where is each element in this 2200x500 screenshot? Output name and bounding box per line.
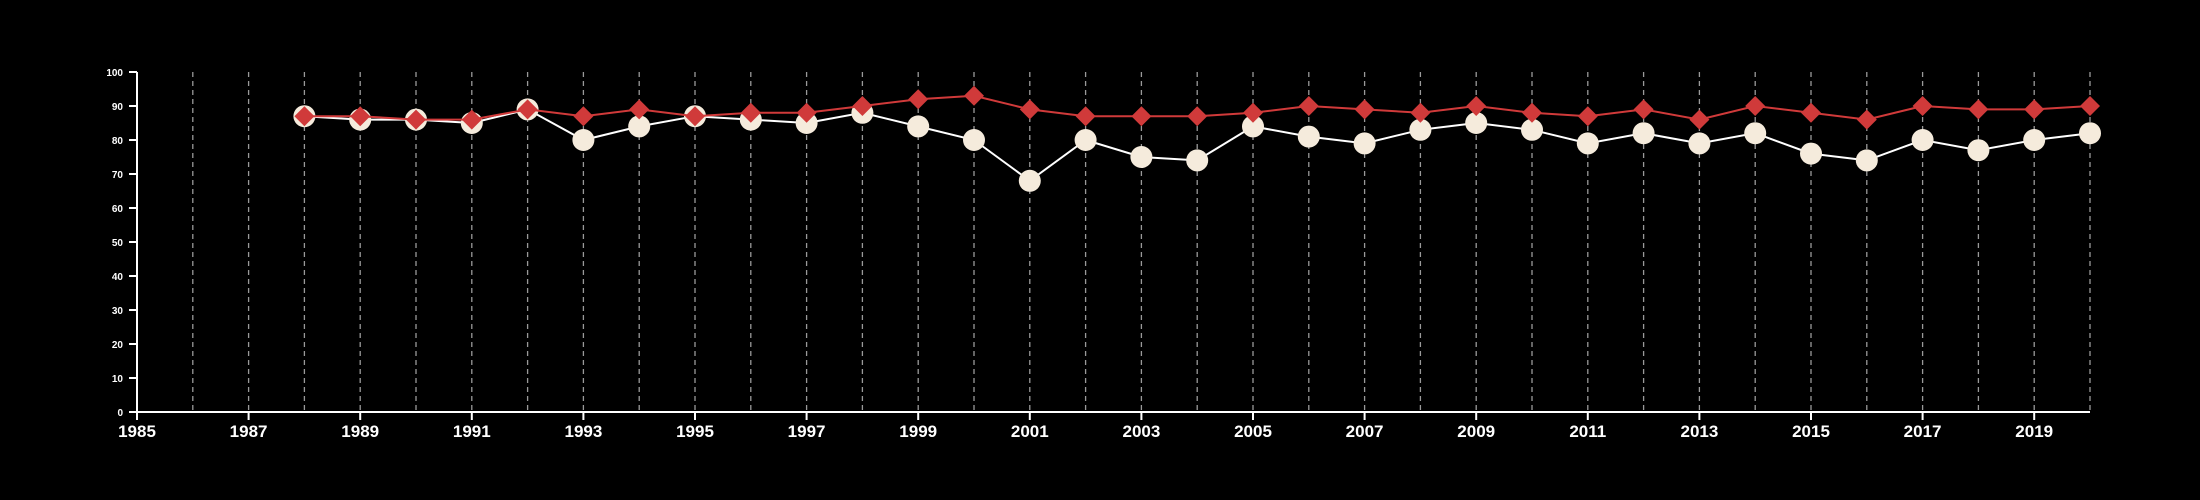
data-point-circle (1911, 129, 1934, 151)
x-tick-label: 2005 (1234, 422, 1272, 441)
data-point-circle (628, 115, 651, 138)
data-point-diamond (573, 106, 594, 127)
data-point-diamond (1187, 106, 1208, 127)
x-tick-label: 2011 (1569, 422, 1606, 441)
series-diamond (294, 85, 2100, 130)
x-tick-label: 2017 (1904, 422, 1942, 441)
data-point-diamond (1131, 106, 1152, 127)
data-point-diamond (908, 89, 929, 110)
y-tick-label: 0 (117, 408, 123, 419)
data-point-circle (1242, 115, 1264, 138)
axes (136, 72, 2090, 413)
data-point-diamond (1298, 96, 1319, 116)
data-point-circle (1297, 125, 1320, 148)
data-point-diamond (1745, 96, 1766, 116)
data-point-circle (1130, 146, 1153, 168)
data-point-circle (2023, 129, 2046, 151)
data-point-circle (795, 112, 818, 134)
y-tick-label: 30 (112, 306, 124, 317)
data-point-circle (1018, 169, 1041, 192)
x-tick-label: 1993 (564, 422, 602, 441)
x-tick-label: 1995 (676, 422, 714, 441)
y-tick-label: 70 (112, 170, 124, 181)
x-tick-label: 1991 (453, 422, 491, 441)
y-tick-label: 10 (112, 374, 124, 385)
data-point-diamond (350, 106, 371, 127)
data-point-diamond (2080, 96, 2100, 116)
data-point-diamond (294, 106, 315, 127)
data-point-circle (1186, 149, 1209, 172)
data-point-diamond (964, 85, 984, 106)
data-point-circle (1409, 118, 1432, 141)
x-tick-label: 2003 (1122, 422, 1160, 441)
x-tick-label: 2013 (1680, 422, 1718, 441)
y-tick-label: 60 (112, 204, 124, 215)
data-point-circle (1074, 129, 1097, 151)
y-tick-label: 80 (112, 136, 124, 147)
data-point-diamond (1410, 102, 1431, 123)
x-tick-label: 1999 (899, 422, 937, 441)
data-point-diamond (852, 96, 873, 116)
data-point-diamond (1633, 99, 1654, 120)
x-tick-label: 2019 (2015, 422, 2053, 441)
data-point-circle (963, 129, 985, 151)
data-point-diamond (1019, 99, 1040, 120)
x-tick-label: 1987 (230, 422, 268, 441)
data-point-diamond (1522, 102, 1542, 123)
y-tick-label: 50 (112, 238, 124, 249)
data-point-circle (1688, 132, 1711, 155)
x-tick-label: 2009 (1457, 422, 1495, 441)
data-point-diamond (2024, 99, 2045, 120)
data-point-diamond (1968, 99, 1989, 120)
series-group (293, 85, 2101, 192)
axis-ticks: 0 10 20 30 40 50 60 70 80 90 100 1985 1987 1989 1991 19… (106, 68, 2053, 441)
data-point-diamond (461, 109, 482, 130)
data-point-circle (1353, 132, 1376, 155)
data-point-diamond (1243, 102, 1263, 123)
data-point-circle (1521, 118, 1543, 141)
x-tick-label: 2001 (1011, 422, 1049, 441)
y-tick-label: 100 (106, 68, 123, 79)
data-point-circle (1632, 122, 1655, 145)
data-point-circle (2079, 122, 2101, 145)
data-point-circle (1967, 139, 1990, 162)
y-tick-label: 40 (112, 272, 124, 283)
data-point-diamond (406, 109, 426, 130)
data-point-diamond (740, 102, 761, 123)
x-tick-label: 2007 (1346, 422, 1384, 441)
data-point-circle (1576, 132, 1599, 155)
data-point-diamond (796, 102, 817, 123)
y-tick-label: 20 (112, 340, 124, 351)
data-point-diamond (1075, 106, 1096, 127)
data-point-diamond (629, 99, 650, 120)
data-point-circle (1855, 149, 1878, 172)
x-tick-label: 1997 (788, 422, 826, 441)
data-point-circle (572, 129, 595, 151)
data-point-diamond (1354, 99, 1375, 120)
x-tick-label: 1989 (341, 422, 379, 441)
data-point-diamond (517, 99, 538, 120)
x-tick-label: 1985 (118, 422, 156, 441)
data-point-diamond (1577, 106, 1598, 127)
data-point-diamond (1856, 109, 1877, 130)
data-point-circle (907, 115, 930, 138)
data-point-circle (1800, 142, 1822, 165)
data-point-diamond (1801, 102, 1821, 123)
x-tick-label: 2015 (1792, 422, 1830, 441)
data-point-diamond (1689, 109, 1710, 130)
data-point-circle (1744, 122, 1767, 145)
data-point-circle (1465, 112, 1488, 134)
data-point-diamond (1466, 96, 1487, 116)
data-point-diamond (685, 106, 705, 127)
y-tick-label: 90 (112, 102, 124, 113)
data-point-diamond (1912, 96, 1933, 116)
